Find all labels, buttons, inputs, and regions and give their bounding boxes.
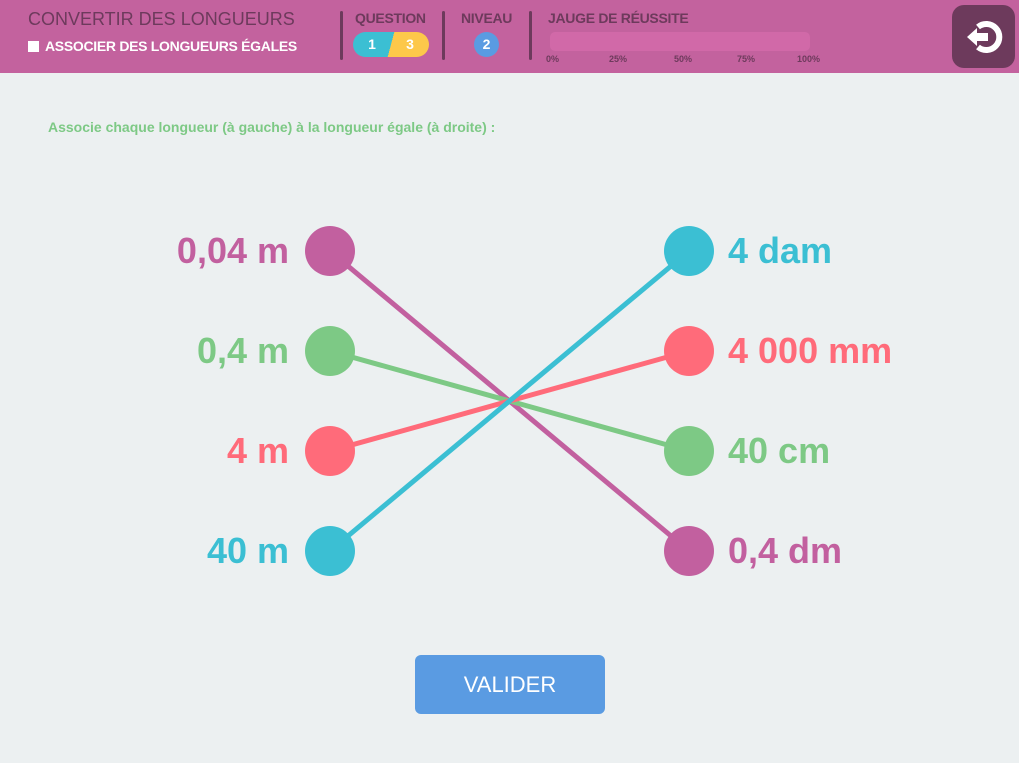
left-length-label: 0,04 m [176, 230, 289, 271]
right-connector-dot[interactable] [664, 526, 714, 576]
header: CONVERTIR DES LONGUEURS ASSOCIER DES LON… [0, 0, 1019, 73]
divider [340, 11, 343, 60]
exercise-subtitle: ASSOCIER DES LONGUEURS ÉGALES [28, 38, 297, 54]
left-connector-dot[interactable] [305, 426, 355, 476]
instruction: Associe chaque longueur (à gauche) à la … [48, 119, 496, 135]
gauge-tick: 50% [674, 54, 693, 64]
divider [442, 11, 445, 60]
square-icon [28, 40, 39, 52]
right-length-label: 4 dam [728, 230, 833, 271]
match-line [328, 249, 691, 553]
gauge-label: JAUGE DE RÉUSSITE [548, 10, 689, 26]
right-connector-dot[interactable] [664, 326, 714, 376]
success-gauge [550, 32, 810, 51]
right-connector-dot[interactable] [664, 226, 714, 276]
validate-button[interactable]: VALIDER [415, 655, 605, 714]
level-badge: 2 [474, 32, 499, 57]
left-connector-dot[interactable] [305, 526, 355, 576]
left-connector-dot[interactable] [305, 226, 355, 276]
left-length-label: 4 m [226, 430, 289, 471]
gauge-tick: 100% [797, 54, 821, 64]
divider [529, 11, 532, 60]
left-connector-dot[interactable] [305, 326, 355, 376]
left-length-label: 40 m [206, 530, 289, 571]
right-connector-dot[interactable] [664, 426, 714, 476]
question-label: QUESTION [355, 10, 426, 26]
exit-button[interactable] [952, 5, 1015, 68]
exercise-title: CONVERTIR DES LONGUEURS [28, 9, 295, 29]
left-length-label: 0,4 m [196, 330, 289, 371]
right-length-label: 0,4 dm [728, 530, 843, 571]
level-label: NIVEAU [461, 10, 513, 26]
exit-icon [966, 20, 1002, 53]
gauge-tick: 0% [546, 54, 560, 64]
right-length-label: 40 cm [728, 430, 831, 471]
gauge-tick: 25% [609, 54, 628, 64]
right-length-label: 4 000 mm [728, 330, 893, 371]
gauge-tick: 75% [737, 54, 756, 64]
